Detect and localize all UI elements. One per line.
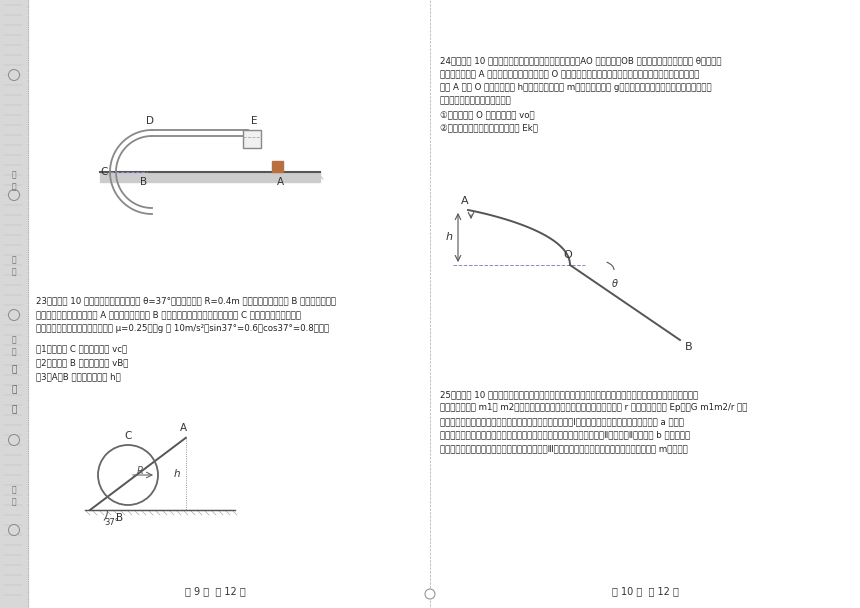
Text: 火，年星再次被加速。此后，沿图中的圆形轨道Ⅲ（即同步轨道）运动。设某同步年星的质量为 m，地球半: 火，年星再次被加速。此后，沿图中的圆形轨道Ⅲ（即同步轨道）运动。设某同步年星的质… <box>440 444 688 453</box>
Circle shape <box>9 69 20 80</box>
Circle shape <box>9 435 20 446</box>
Text: 37°: 37° <box>105 518 120 527</box>
Text: 23．（本题 10 分）如图，与水平面夹角 θ=37°的斜面和半径 R=0.4m 的光滑圆轨道相切于 B 点，且固定于竖: 23．（本题 10 分）如图，与水平面夹角 θ=37°的斜面和半径 R=0.4m… <box>36 296 336 305</box>
Circle shape <box>9 309 20 320</box>
Circle shape <box>9 525 20 536</box>
Text: （1）滑块在 C 点的速度大小 vc；: （1）滑块在 C 点的速度大小 vc； <box>36 344 127 353</box>
Text: 校: 校 <box>12 497 16 506</box>
Text: B: B <box>140 177 148 187</box>
Text: 考: 考 <box>12 170 16 179</box>
Text: A: A <box>276 177 284 187</box>
Text: A: A <box>181 423 187 433</box>
Text: A: A <box>461 196 469 206</box>
Text: 25．（本题 10 分）两个天体（包括人造天体）间存在万有引力，并具有由相对位置决定的势能。如果两个天: 25．（本题 10 分）两个天体（包括人造天体）间存在万有引力，并具有由相对位置… <box>440 390 698 399</box>
Bar <box>100 172 320 182</box>
Text: ①运动员经过 O 点时速度大小 vo；: ①运动员经过 O 点时速度大小 vo； <box>440 110 535 119</box>
Text: 名: 名 <box>12 268 16 277</box>
Circle shape <box>425 589 435 599</box>
Text: h: h <box>173 469 180 479</box>
Text: B: B <box>685 342 692 352</box>
Text: 级: 级 <box>12 348 16 356</box>
Text: ②运动员落在着陆坡某点时的动能 Ek。: ②运动员落在着陆坡某点时的动能 Ek。 <box>440 123 538 133</box>
Text: 第 9 页  共 12 页: 第 9 页 共 12 页 <box>185 586 245 596</box>
Text: 零。已知滑块与斜面间动摩擦因数 μ=0.25，（g 取 10m/s²，sin37°=0.6，cos37°=0.8）求：: 零。已知滑块与斜面间动摩擦因数 μ=0.25，（g 取 10m/s²，sin37… <box>36 324 329 333</box>
Text: 第 10 页  共 12 页: 第 10 页 共 12 页 <box>611 586 679 596</box>
Text: 动燃气发动机，向后噱出高压燃气，年星得到加速，进入图中的源圆轨道Ⅱ。在轨道Ⅱ的远地点 b 处第二次点: 动燃气发动机，向后噱出高压燃气，年星得到加速，进入图中的源圆轨道Ⅱ。在轨道Ⅱ的远… <box>440 430 690 440</box>
Circle shape <box>9 190 20 201</box>
Text: B: B <box>116 513 124 523</box>
Text: C: C <box>125 431 132 441</box>
Text: 员从助滑道上的 A 点由静止自由下滑，然后从 O 点沿水平方向飞出，最后落在着陆坡上某点（图中未画出）。: 员从助滑道上的 A 点由静止自由下滑，然后从 O 点沿水平方向飞出，最后落在着陆… <box>440 69 699 78</box>
Text: 24．（本题 10 分）图为简化的跳台滑雪的雪道示意图。AO 为助滑道，OB 为着陆坡，着陆坡倾角为 θ。某运动: 24．（本题 10 分）图为简化的跳台滑雪的雪道示意图。AO 为助滑道，OB 为… <box>440 56 722 65</box>
Text: 射地球同步年星一般是把它先送入较低的圆形轨道，如图中Ⅰ轨道，再经过两次点火，即先在图中 a 点处启: 射地球同步年星一般是把它先送入较低的圆形轨道，如图中Ⅰ轨道，再经过两次点火，即先… <box>440 417 684 426</box>
Text: D: D <box>146 116 154 126</box>
Text: R: R <box>137 466 144 476</box>
Text: h: h <box>446 232 453 243</box>
Text: 线: 线 <box>11 406 16 415</box>
Bar <box>243 130 261 148</box>
Text: 直平面内。滑块从斜面上的 A 点由静止释放，经 B 点后沿圆弧轨道运动，通过最高点 C 时轨道对滑块的弹力为: 直平面内。滑块从斜面上的 A 点由静止释放，经 B 点后沿圆弧轨道运动，通过最高… <box>36 310 301 319</box>
Text: 不计一切摩擦和空气阻力。求：: 不计一切摩擦和空气阻力。求： <box>440 97 512 106</box>
Text: 已知 A 点与 O 点的高度差为 h，运动员的质量为 m，重力加速度为 g，运动员和滑雪板整体可看作一个质点，: 已知 A 点与 O 点的高度差为 h，运动员的质量为 m，重力加速度为 g，运动… <box>440 83 711 92</box>
Text: C: C <box>101 167 108 177</box>
Text: 体的质量分别为 m1和 m2，当它们相距无穷远时势能为零，则它们距离为 r 时，引力势能为 Ep＝－G m1m2/r 。发: 体的质量分别为 m1和 m2，当它们相距无穷远时势能为零，则它们距离为 r 时，… <box>440 404 747 412</box>
Text: （2）滑块在 B 点的速度大小 vB；: （2）滑块在 B 点的速度大小 vB； <box>36 358 128 367</box>
Text: 班: 班 <box>12 336 16 345</box>
Text: E: E <box>251 116 257 126</box>
Bar <box>272 161 283 172</box>
Text: 装: 装 <box>11 365 16 375</box>
Bar <box>0 0 28 608</box>
Text: θ: θ <box>612 279 618 289</box>
Text: O: O <box>563 250 573 260</box>
Text: 姓: 姓 <box>12 255 16 264</box>
Text: 订: 订 <box>11 385 16 395</box>
Text: 号: 号 <box>12 182 16 192</box>
Text: 学: 学 <box>12 486 16 494</box>
Text: （3）A、B 两点间的高度差 h。: （3）A、B 两点间的高度差 h。 <box>36 372 120 381</box>
